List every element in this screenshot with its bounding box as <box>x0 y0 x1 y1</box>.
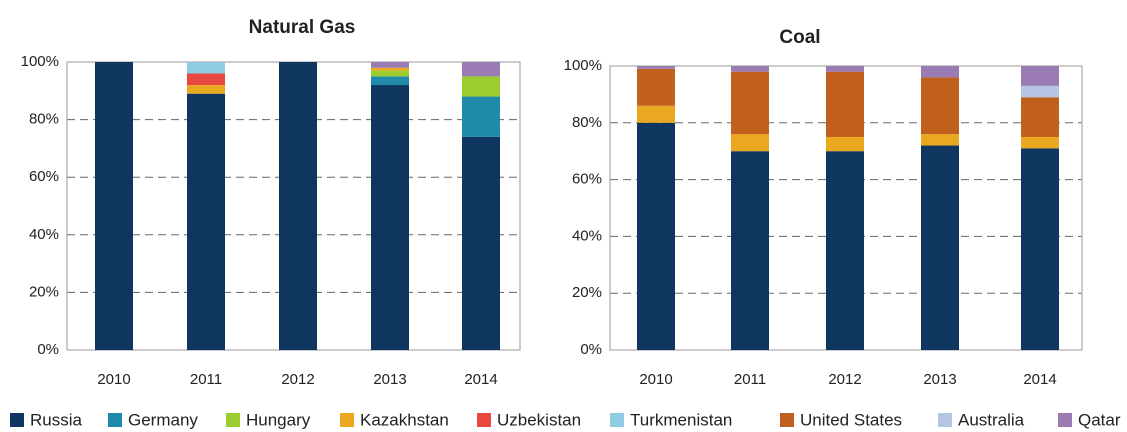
bar-segment <box>1021 137 1059 149</box>
legend-label: Russia <box>30 410 83 429</box>
x-tick-label: 2011 <box>190 371 222 388</box>
bar-segment <box>187 73 225 86</box>
x-tick-label: 2010 <box>639 371 672 388</box>
legend-label: Australia <box>958 410 1025 429</box>
y-tick-label: 60% <box>29 168 59 185</box>
y-tick-label: 100% <box>564 57 602 74</box>
bar-segment <box>826 71 864 137</box>
bar-segment <box>921 66 959 78</box>
bar-segment <box>187 93 225 351</box>
y-tick-label: 0% <box>37 341 59 358</box>
bar-segment <box>462 96 500 137</box>
legend-swatch <box>780 413 794 427</box>
legend-label: United States <box>800 410 902 429</box>
legend-label: Qatar <box>1078 410 1121 429</box>
x-tick-label: 2012 <box>828 371 861 388</box>
chart-title: Natural Gas <box>249 17 356 38</box>
bar-segment <box>371 85 409 350</box>
bar-segment <box>95 62 133 350</box>
legend-swatch <box>10 413 24 427</box>
bar-segment <box>462 76 500 97</box>
bar-segment <box>187 85 225 94</box>
legend-swatch <box>340 413 354 427</box>
bar-segment <box>921 77 959 135</box>
legend-label: Turkmenistan <box>630 410 732 429</box>
x-tick-label: 2010 <box>97 371 130 388</box>
bar-segment <box>371 62 409 68</box>
bar-segment <box>1021 148 1059 350</box>
y-tick-label: 80% <box>29 111 59 128</box>
bar-segment <box>1021 85 1059 98</box>
y-tick-label: 0% <box>580 341 602 358</box>
bar-segment <box>637 122 675 350</box>
legend-label: Germany <box>128 410 198 429</box>
bar-segment <box>1021 97 1059 137</box>
x-tick-label: 2012 <box>281 371 314 388</box>
bar-segment <box>187 62 225 74</box>
bar-segment <box>1021 66 1059 86</box>
legend-swatch <box>108 413 122 427</box>
y-tick-label: 20% <box>572 284 602 301</box>
bar-segment <box>731 134 769 152</box>
bar-segment <box>731 71 769 135</box>
bar-segment <box>826 151 864 350</box>
y-tick-label: 100% <box>21 53 59 70</box>
bar-segment <box>826 137 864 152</box>
bar-segment <box>279 62 317 350</box>
legend-swatch <box>477 413 491 427</box>
legend-swatch <box>610 413 624 427</box>
bar-segment <box>462 136 500 350</box>
x-tick-label: 2013 <box>923 371 956 388</box>
legend-swatch <box>938 413 952 427</box>
bar-segment <box>637 68 675 106</box>
chart-title: Coal <box>779 27 820 48</box>
bar-segment <box>921 134 959 146</box>
bar-segment <box>371 70 409 77</box>
y-tick-label: 20% <box>29 283 59 300</box>
bar-segment <box>462 62 500 77</box>
legend-label: Hungary <box>246 410 311 429</box>
legend-swatch <box>226 413 240 427</box>
y-tick-label: 40% <box>572 227 602 244</box>
x-tick-label: 2014 <box>464 371 497 388</box>
legend-label: Uzbekistan <box>497 410 581 429</box>
bar-segment <box>637 66 675 69</box>
x-tick-label: 2013 <box>373 371 406 388</box>
bar-segment <box>371 76 409 86</box>
y-tick-label: 80% <box>572 114 602 131</box>
bar-segment <box>371 67 409 71</box>
bar-segment <box>731 66 769 72</box>
x-tick-label: 2011 <box>734 371 766 388</box>
y-tick-label: 60% <box>572 171 602 188</box>
bar-segment <box>731 151 769 350</box>
bar-segment <box>921 145 959 350</box>
y-tick-label: 40% <box>29 226 59 243</box>
bar-segment <box>826 66 864 72</box>
x-tick-label: 2014 <box>1023 371 1056 388</box>
legend-swatch <box>1058 413 1072 427</box>
legend-label: Kazakhstan <box>360 410 449 429</box>
bar-segment <box>637 105 675 123</box>
